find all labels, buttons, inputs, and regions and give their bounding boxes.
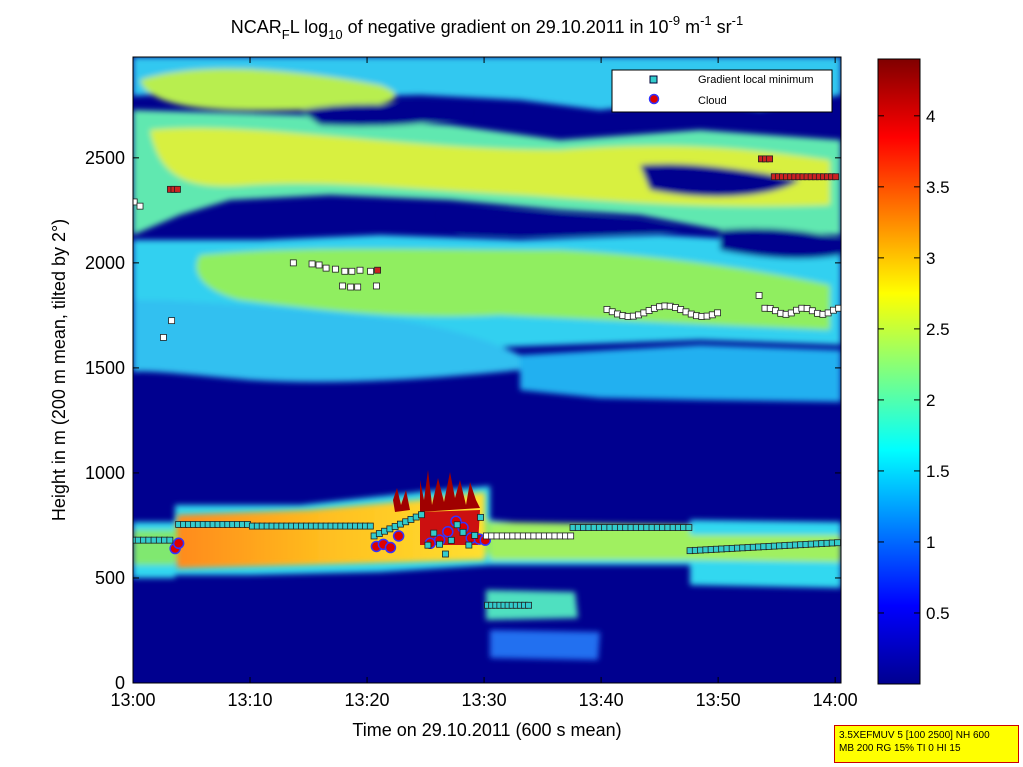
warm-band xyxy=(177,492,485,568)
gradient-min-marker xyxy=(367,267,374,275)
y-axis: 0 500 1000 1500 2000 2500 xyxy=(85,148,841,693)
gradient-min-marker xyxy=(835,304,841,312)
gradient-min-marker xyxy=(465,541,473,549)
gradient-min-marker xyxy=(525,601,532,609)
colorbar-ticks: 0.5 1 1.5 2 2.5 3 3.5 4 xyxy=(878,107,950,623)
gradient-min-marker xyxy=(315,261,323,269)
gradient-min-marker xyxy=(356,266,364,274)
gradient-min-marker xyxy=(685,524,693,531)
legend-box xyxy=(611,69,833,113)
colorbar-tick-label: 3 xyxy=(926,249,935,268)
info-box: 3.5XEFMUV 5 [100 2500] NH 600 MB 200 RG … xyxy=(834,725,1019,763)
y-tick-label: 2500 xyxy=(85,148,125,168)
x-tick-label: 13:20 xyxy=(345,690,390,710)
gradient-min-marker xyxy=(289,259,297,267)
colorbar-tick-label: 2 xyxy=(926,391,935,410)
colorbar-tick-label: 1.5 xyxy=(926,462,950,481)
cloud-point xyxy=(392,530,405,542)
cloud-point xyxy=(442,526,454,538)
gradient-min-marker xyxy=(424,541,432,549)
plot-frame xyxy=(132,56,842,684)
gradient-min-marker xyxy=(442,550,449,558)
gradient-min-marker xyxy=(339,282,346,290)
gradient-min-marker xyxy=(136,202,144,210)
legend: Gradient local minimum Cloud xyxy=(611,69,833,113)
x-axis: 13:00 13:10 13:20 13:30 13:40 13:50 14:00 xyxy=(110,57,858,710)
gradient-min-marker xyxy=(714,309,721,317)
x-tick-label: 13:10 xyxy=(228,690,273,710)
gradient-min-marker xyxy=(453,521,461,529)
y-tick-label: 500 xyxy=(95,568,125,588)
gradient-min-marker xyxy=(160,334,167,341)
colorbar-tick-label: 0.5 xyxy=(926,604,950,623)
cloud-point xyxy=(384,541,397,554)
gradient-min-marker xyxy=(308,260,316,268)
gradient-min-marker xyxy=(766,155,774,163)
gradient-min-marker xyxy=(418,511,425,519)
colorbar-tick-label: 3.5 xyxy=(926,178,950,197)
gradient-min-marker xyxy=(471,532,479,539)
gradient-min-marker xyxy=(374,266,381,274)
gradient-min-marker xyxy=(347,283,355,291)
gradient-min-marker xyxy=(436,540,444,548)
x-tick-label: 14:00 xyxy=(813,690,858,710)
gradient-minimum-markers xyxy=(133,155,841,609)
x-tick-label: 13:50 xyxy=(696,690,741,710)
gradient-min-marker xyxy=(567,532,575,540)
cloud-point xyxy=(172,537,185,550)
colorbar xyxy=(877,58,921,685)
gradient-min-marker xyxy=(373,282,380,290)
x-tick-label: 13:00 xyxy=(110,690,155,710)
gradient-min-marker xyxy=(354,283,362,291)
gradient-min-marker xyxy=(755,292,763,299)
info-line-1: 3.5XEFMUV 5 [100 2500] NH 600 xyxy=(839,730,990,741)
heatmap-plot xyxy=(133,57,841,683)
gradient-min-marker xyxy=(168,317,176,325)
y-axis-label: Height in m (200 m mean, tilted by 2°) xyxy=(49,219,69,521)
gradient-min-marker xyxy=(366,522,374,530)
gradient-min-marker xyxy=(834,539,841,547)
gradient-min-marker xyxy=(430,529,438,537)
colorbar-tick-label: 2.5 xyxy=(926,320,950,339)
x-tick-label: 13:40 xyxy=(579,690,624,710)
x-tick-label: 13:30 xyxy=(462,690,507,710)
legend-cloud-marker xyxy=(648,93,660,105)
y-tick-label: 0 xyxy=(115,673,125,693)
gradient-min-marker xyxy=(133,198,138,206)
gradient-min-marker xyxy=(332,265,339,273)
gradient-min-marker xyxy=(447,536,455,544)
y-tick-label: 1000 xyxy=(85,463,125,483)
gradient-min-marker xyxy=(174,185,181,193)
colorbar-tick-label: 4 xyxy=(926,107,935,126)
gradient-min-marker xyxy=(166,536,174,544)
chart-title: NCARFL log10 of negative gradient on 29.… xyxy=(231,13,743,42)
gradient-min-marker xyxy=(322,264,330,272)
gradient-min-marker xyxy=(341,267,349,275)
legend-square-marker xyxy=(649,75,658,84)
gradient-min-marker xyxy=(348,267,356,275)
info-line-2: MB 200 RG 15% TI 0 HI 15 xyxy=(839,743,961,754)
y-tick-label: 1500 xyxy=(85,358,125,378)
gradient-min-marker xyxy=(832,173,840,181)
y-tick-label: 2000 xyxy=(85,253,125,273)
legend-label-cloud: Cloud xyxy=(698,95,727,107)
x-axis-label: Time on 29.10.2011 (600 s mean) xyxy=(352,720,621,740)
gradient-min-marker xyxy=(477,513,484,521)
colorbar-tick-label: 1 xyxy=(926,533,935,552)
legend-label-gradient: Gradient local minimum xyxy=(698,74,814,86)
gradient-min-marker xyxy=(459,528,467,536)
